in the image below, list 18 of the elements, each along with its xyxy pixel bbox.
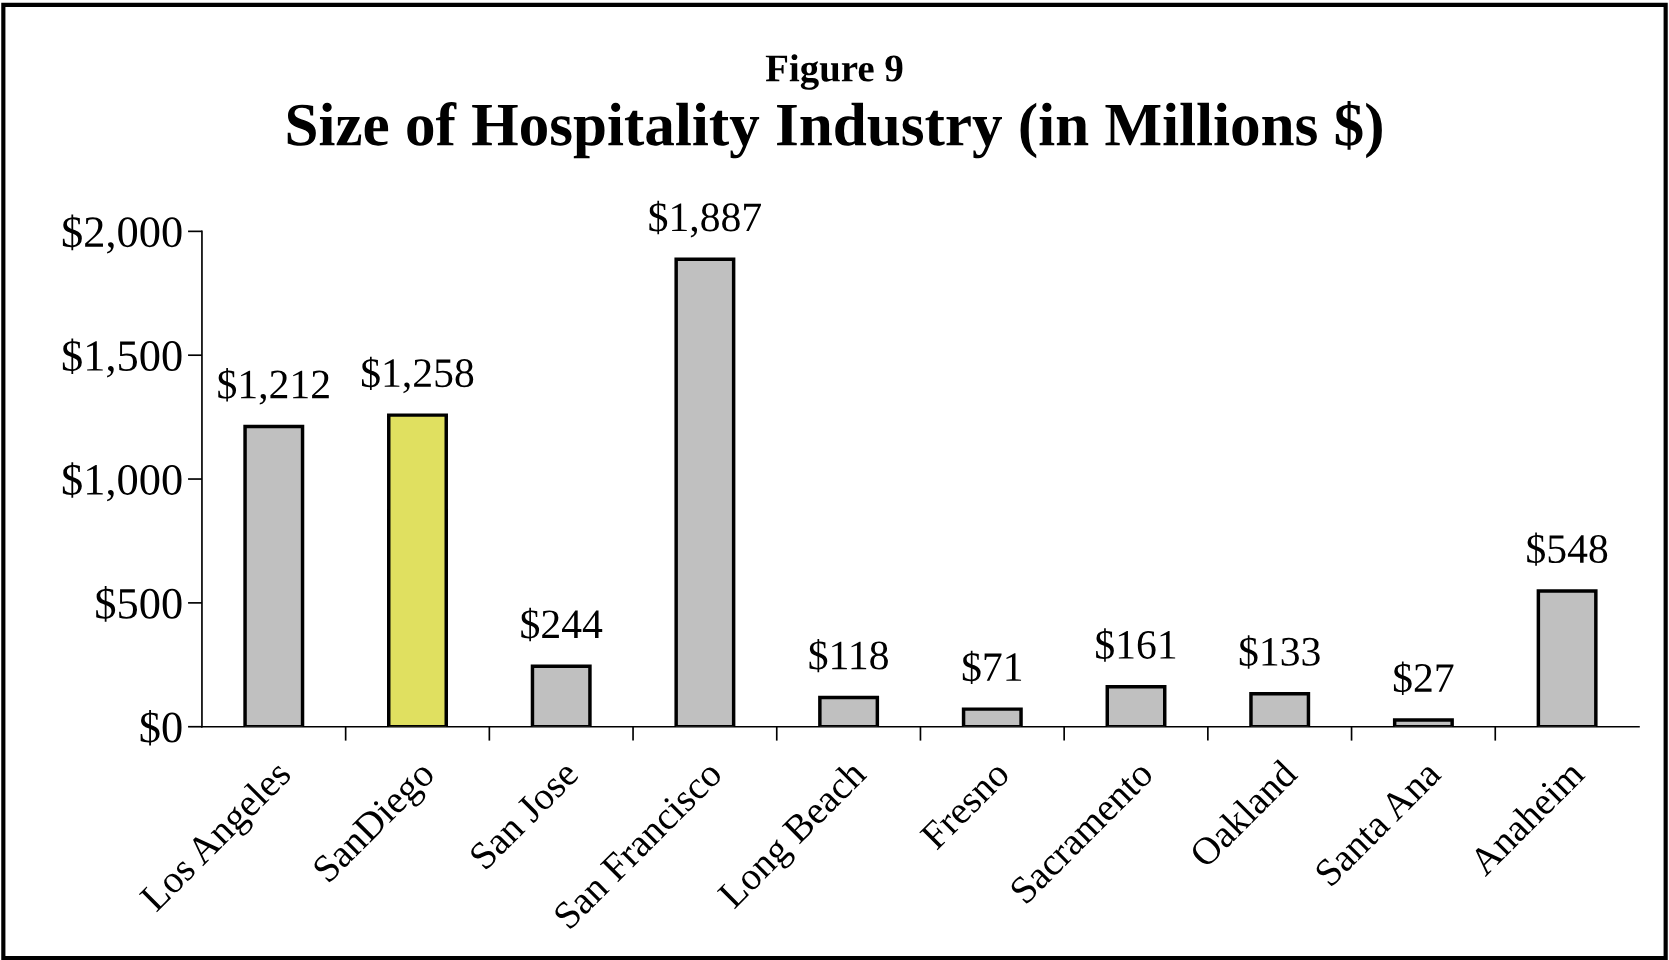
chart-subtitle: Figure 9 [765,54,903,90]
data-label: $71 [962,650,1022,684]
data-label: $161 [1096,628,1176,662]
data-label: $244 [521,607,603,642]
data-label: $133 [1239,635,1320,669]
y-tick-label: $2,000 [62,214,182,254]
data-label: $1,887 [649,200,761,238]
y-tick-label: $1,000 [62,462,182,502]
y-tick-label: $0 [140,709,182,746]
data-label: $27 [1393,661,1454,695]
x-tick-label: San Jose [468,759,580,871]
data-label: $1,258 [362,356,474,394]
y-tick-label: $500 [96,586,182,622]
chart-title: Size of Hospitality Industry (in Millions $) [287,100,1382,159]
data-label: $118 [809,639,888,673]
data-label: $1,212 [218,368,329,405]
data-label: $548 [1527,532,1608,566]
y-tick-label: $1,500 [62,338,182,378]
